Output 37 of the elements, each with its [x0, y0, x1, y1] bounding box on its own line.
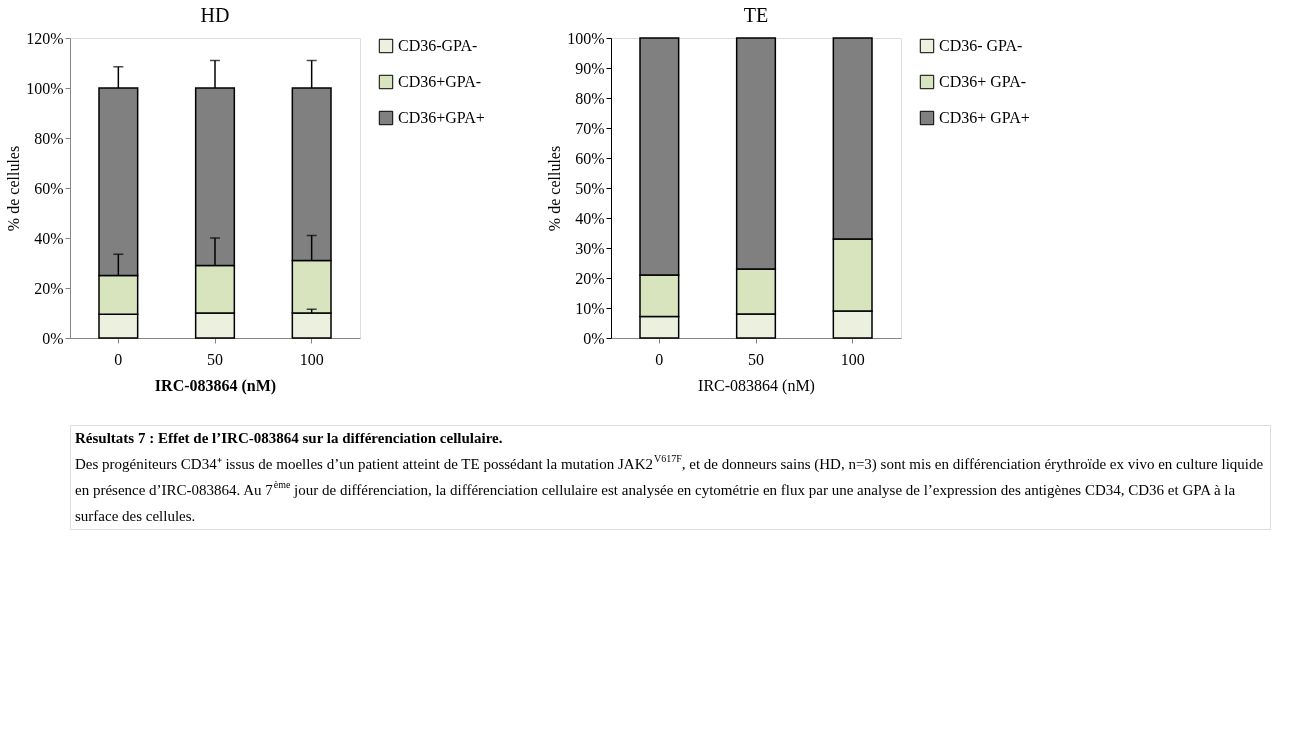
x-axis-title: IRC-083864 (nM): [698, 376, 815, 395]
y-tick-label: 60%: [34, 179, 64, 197]
legend-label: CD36+ GPA-: [939, 73, 1027, 90]
y-tick-label: 40%: [34, 229, 64, 247]
y-tick-label: 100%: [26, 79, 64, 97]
y-tick-label: 20%: [575, 269, 605, 287]
x-tick-label: 100: [840, 350, 865, 368]
y-tick-label: 70%: [575, 119, 605, 137]
legend-label: CD36- GPA-: [939, 37, 1023, 54]
y-tick-label: 30%: [575, 239, 605, 257]
y-tick-label: 40%: [575, 209, 605, 227]
y-tick-label: 60%: [575, 149, 605, 167]
y-tick-label: 120%: [26, 29, 64, 47]
y-tick-label: 80%: [575, 89, 605, 107]
chart-title: TE: [743, 4, 769, 26]
y-tick-label: 0%: [583, 329, 605, 347]
y-tick-label: 80%: [34, 129, 64, 147]
y-tick-label: 100%: [567, 29, 605, 47]
text: Résultats 7 : Effet de l’IRC-083864 sur la différenciation cellulaire.: [75, 430, 503, 446]
x-tick-label: 50: [748, 350, 764, 368]
y-axis-title: % de cellules: [5, 145, 23, 232]
y-axis-title: % de cellules: [546, 145, 564, 232]
x-tick-label: 50: [207, 350, 223, 368]
y-tick-label: 20%: [34, 279, 64, 297]
x-tick-label: 0: [114, 350, 123, 368]
legend-label: CD36+GPA+: [398, 109, 485, 126]
y-tick-label: 90%: [575, 59, 605, 77]
y-tick-label: 0%: [42, 329, 64, 347]
legend-label: CD36-GPA-: [398, 37, 478, 54]
y-tick-label: 50%: [575, 179, 605, 197]
legend-label: CD36+GPA-: [398, 73, 482, 90]
legend-label: CD36+ GPA+: [939, 109, 1030, 126]
x-tick-label: 100: [299, 350, 324, 368]
y-tick-label: 10%: [575, 299, 605, 317]
x-tick-label: 0: [655, 350, 664, 368]
chart-title: HD: [200, 4, 230, 26]
x-axis-title: IRC-083864 (nM): [154, 376, 277, 395]
